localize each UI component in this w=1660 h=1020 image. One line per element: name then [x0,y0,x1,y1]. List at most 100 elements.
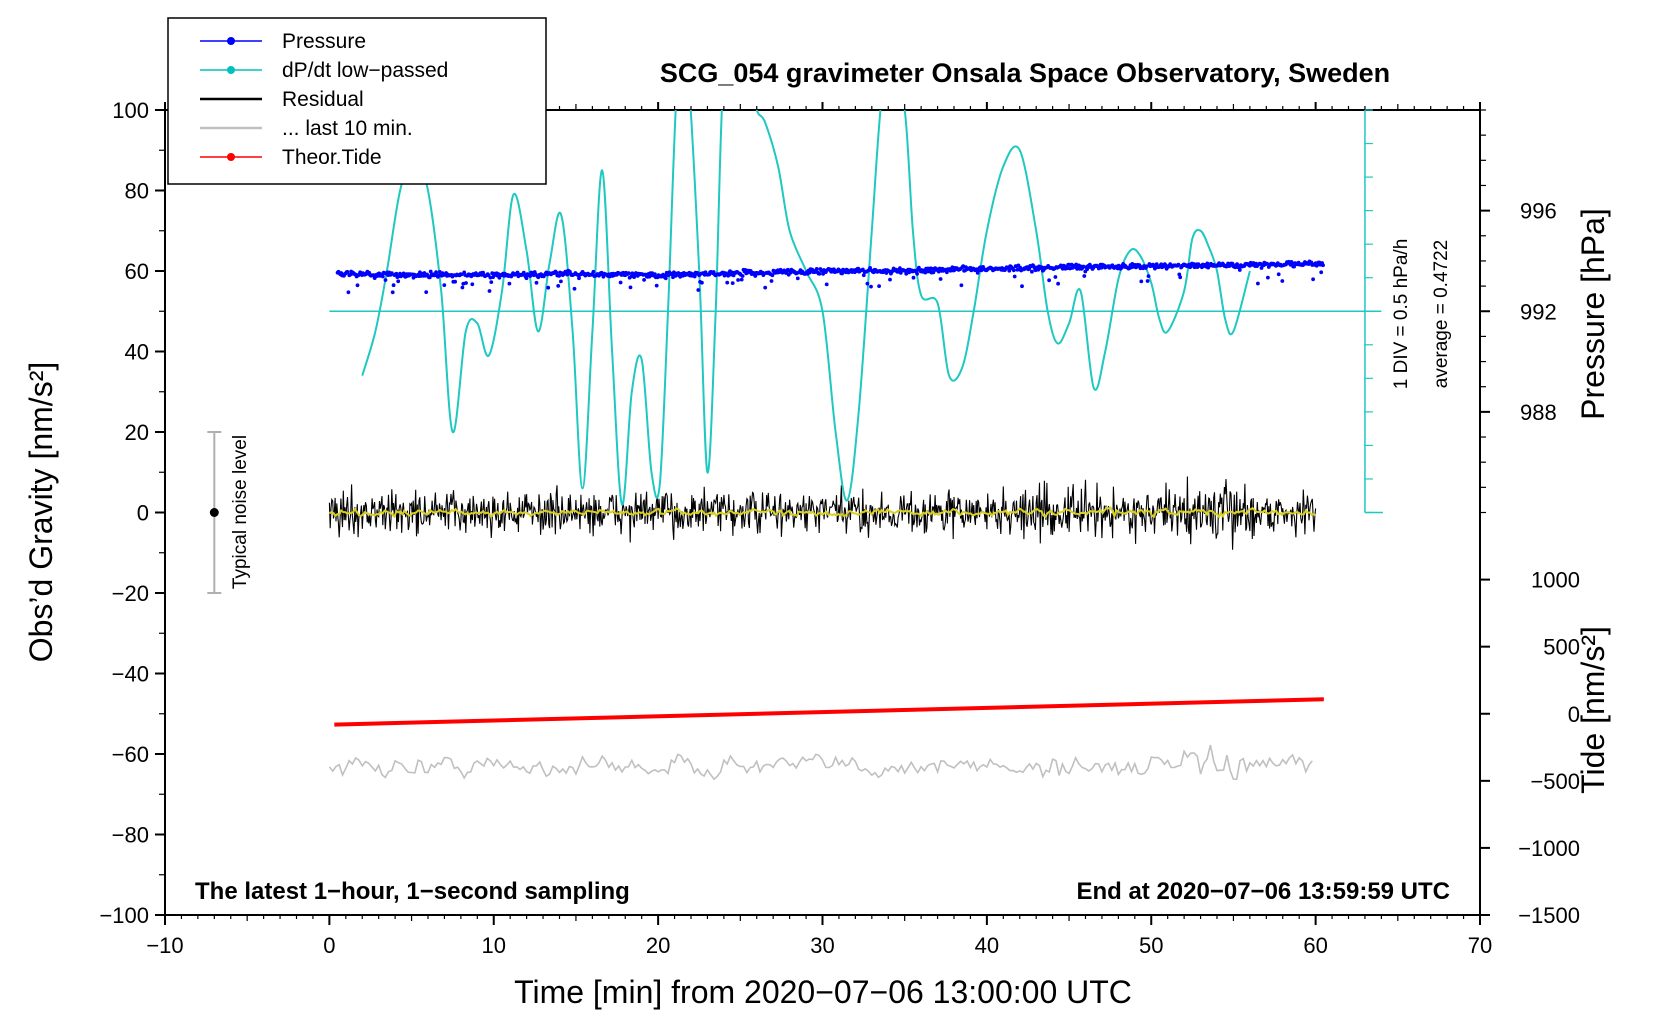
tide-tick-label: −1000 [1518,836,1580,861]
x-tick-label: 50 [1139,933,1163,958]
pressure-point [911,275,916,280]
pressure-point [1146,274,1151,278]
pressure-point [938,277,943,281]
pressure-point [1139,279,1144,284]
pressure-point [345,270,350,274]
pressure-point [565,272,570,277]
pressure-point [1290,261,1295,266]
pressure-point [389,271,394,275]
pressure-point [1056,281,1060,286]
pressure-point [1276,272,1281,277]
y-axis-label-tide: Tide [nm/s²] [1575,626,1611,794]
legend-marker [227,37,235,45]
pressure-point [1030,269,1034,274]
pressure-point [1319,270,1324,275]
x-tick-label: 70 [1468,933,1492,958]
pressure-point [390,290,395,295]
pressure-point [869,284,873,289]
pressure-point [424,290,429,294]
pressure-point [546,285,551,290]
series-pressure [335,259,1325,295]
pressure-tick-label: 992 [1520,299,1557,324]
pressure-point [959,283,964,288]
y-tick-label: 60 [125,259,149,284]
pressure-point [931,270,936,275]
pressure-point [464,281,468,285]
pressure-point [740,274,745,278]
pressure-point [394,271,399,276]
pressure-point [736,278,740,282]
pressure-point [460,285,465,290]
y-axis-label-pressure: Pressure [hPa] [1575,208,1611,420]
pressure-point [1256,281,1260,286]
x-tick-label: 20 [646,933,670,958]
pressure-point [1154,262,1159,266]
pressure-point [428,269,433,274]
pressure-point [459,272,464,277]
pressure-point [1020,284,1024,289]
pressure-point [763,285,768,290]
pressure-point [383,278,388,282]
y-tick-label: 20 [125,420,149,445]
pressure-point [1321,263,1325,268]
pressure-point [888,277,892,282]
pressure-point [442,283,447,287]
y-tick-label: 0 [137,501,149,526]
tide-tick-label: −1500 [1518,903,1580,928]
y-tick-label: 80 [125,179,149,204]
pressure-point [1075,267,1079,271]
y-tick-label: −100 [99,903,149,928]
pressure-point [795,276,800,281]
pressure-point [470,282,475,287]
pressure-point [642,278,646,282]
pressure-tick-label: 988 [1520,400,1557,425]
y-tick-label: −40 [112,662,149,687]
pressure-point [391,283,396,288]
legend-label: ... last 10 min. [282,117,413,140]
legend-marker [227,153,235,161]
pressure-tick-label: 996 [1520,199,1557,224]
pressure-point [1280,279,1285,283]
pressure-point [577,276,581,281]
pressure-point [1259,266,1264,270]
pressure-point [1012,274,1017,279]
pressure-point [1266,275,1270,280]
pressure-point [769,279,774,283]
y-axis-label-left: Obs’d Gravity [nm/s²] [23,362,59,663]
pressure-point [1007,268,1012,273]
pressure-point [945,270,949,275]
pressure-point [524,276,529,281]
pressure-point [507,281,512,286]
pressure-point [1067,262,1071,267]
x-axis-label: Time [min] from 2020−07−06 13:00:00 UTC [514,974,1132,1010]
pressure-point [489,280,494,284]
tide-tick-label: 0 [1568,702,1580,727]
legend-marker [227,66,235,74]
y-tick-label: 40 [125,340,149,365]
x-tick-label: 60 [1303,933,1327,958]
pressure-point [559,279,563,284]
pressure-point [380,274,385,279]
pressure-point [654,283,659,288]
chart-title: SCG_054 gravimeter Onsala Space Observat… [660,58,1390,88]
overlay-layer [207,431,222,594]
pressure-point [725,280,730,285]
pressure-point [824,282,829,287]
pressure-point [572,286,577,291]
y-tick-label: 100 [112,98,149,123]
y-tick-label: −60 [112,742,149,767]
x-tick-label: −10 [146,933,183,958]
pressure-point [355,283,360,288]
noise-level-label: Typical noise level [230,435,251,589]
pressure-point [865,281,870,286]
pressure-point [528,274,533,278]
pressure-point [427,275,432,280]
pressure-point [557,274,561,278]
note-end-time: End at 2020−07−06 13:59:59 UTC [1076,878,1450,905]
dpdt-div-label: 1 DIV = 0.5 hPa/h [1391,239,1412,390]
pressure-point [915,271,919,276]
x-tick-label: 40 [975,933,999,958]
pressure-point [1144,264,1149,269]
legend-label: dP/dt low−passed [282,59,448,82]
tide-tick-label: 1000 [1531,568,1580,593]
